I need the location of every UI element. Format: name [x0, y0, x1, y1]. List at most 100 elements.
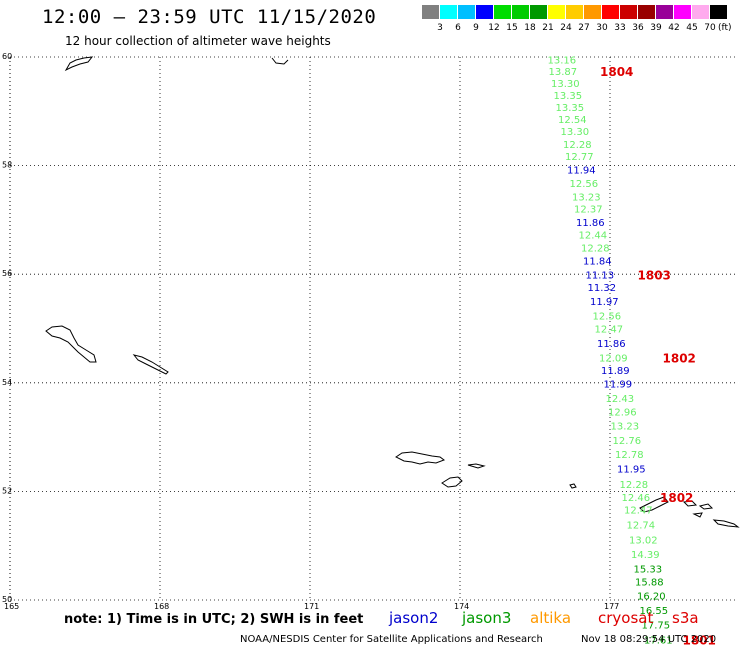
wave-height-label: 14.39	[631, 550, 660, 561]
scale-swatch	[710, 5, 727, 19]
scale-unit: (ft)	[718, 23, 732, 33]
scale-label: 12	[488, 23, 500, 33]
scale-label: 21	[542, 23, 554, 33]
coastlines	[45, 56, 740, 528]
coastline-north	[271, 57, 289, 65]
lat-tick-label: 54	[2, 378, 12, 387]
scale-swatch	[692, 5, 709, 19]
scale-label: 36	[632, 23, 644, 33]
wave-height-label: 17.61	[644, 636, 673, 647]
scale-swatch	[476, 5, 493, 19]
wave-height-label: 12.74	[627, 521, 656, 532]
wave-height-label: 12.54	[558, 115, 587, 126]
wave-height-label: 11.99	[604, 379, 633, 390]
track-id-label: 1802	[663, 351, 696, 365]
lat-tick-label: 58	[2, 161, 12, 170]
wave-height-label: 12.77	[565, 152, 594, 163]
wave-height-label: 13.30	[551, 79, 580, 90]
track-ids-layer: 1804 1803 1802 1802 1801	[600, 65, 716, 648]
wave-height-label: 12.56	[593, 311, 622, 322]
track-id-label: 1803	[638, 269, 671, 283]
scale-label: 15	[506, 23, 518, 33]
scale-swatch	[548, 5, 565, 19]
legend-cryosat: cryosat	[598, 609, 654, 627]
lon-tick-label: 174	[454, 602, 469, 611]
scale-label: 24	[560, 23, 572, 33]
scale-swatch	[602, 5, 619, 19]
scale-label: 70	[704, 23, 716, 33]
lat-tick-label: 52	[2, 486, 12, 495]
lon-tick-label: 168	[154, 602, 169, 611]
timestamp-text: Nov 18 08:29:54 UTC 2020	[581, 634, 717, 645]
wave-height-label: 15.88	[635, 578, 664, 589]
scale-label: 6	[455, 23, 461, 33]
lon-tick-label: 171	[304, 602, 319, 611]
agattu-island	[441, 476, 463, 488]
rat-island-6	[712, 519, 740, 528]
wave-height-label: 11.86	[576, 218, 605, 229]
rat-island-2	[639, 496, 669, 513]
wave-height-label: 13.87	[549, 67, 578, 78]
wave-height-label: 11.86	[597, 339, 626, 350]
scale-label: 45	[686, 23, 698, 33]
legend-jason3: jason3	[462, 609, 512, 627]
rat-island-4	[698, 503, 714, 510]
wave-height-label: 13.02	[629, 536, 658, 547]
wave-height-label: 13.35	[554, 91, 583, 102]
scale-label: 39	[650, 23, 662, 33]
scale-swatch	[512, 5, 529, 19]
scale-label: 42	[668, 23, 680, 33]
wave-height-label: 12.56	[570, 179, 599, 190]
wave-height-label: 12.96	[608, 408, 637, 419]
scale-swatch	[584, 5, 601, 19]
wave-height-label: 15.33	[634, 565, 663, 576]
wave-height-label: 12.09	[599, 353, 628, 364]
legend-s3a: s3a	[672, 609, 699, 627]
legend-jason2: jason2	[389, 609, 439, 627]
wave-height-label: 12.47	[595, 325, 624, 336]
lat-tick-label: 60	[2, 52, 12, 61]
wave-height-label: 13.30	[561, 127, 590, 138]
lat-tick-label: 56	[2, 269, 12, 278]
wave-height-label: 17.75	[642, 620, 671, 631]
wave-height-label: 11.84	[583, 257, 612, 268]
wave-height-label: 11.32	[588, 283, 617, 294]
scale-label: 27	[578, 23, 590, 33]
wave-height-label: 12.28	[563, 140, 592, 151]
wave-height-label: 11.89	[601, 366, 630, 377]
scale-swatch	[458, 5, 475, 19]
wave-height-label: 12.46	[622, 493, 651, 504]
semichi-islands	[467, 463, 486, 469]
wave-height-label: 16.55	[640, 606, 669, 617]
scale-label: 9	[473, 23, 479, 33]
medny-island	[132, 354, 169, 375]
lon-tick-label: 165	[4, 602, 19, 611]
wave-height-label: 12.43	[606, 394, 635, 405]
scale-swatch	[620, 5, 637, 19]
scale-swatch	[656, 5, 673, 19]
attu-island	[395, 451, 446, 465]
observations-layer: 13.1613.8713.3013.3513.3512.5413.3012.28…	[548, 56, 673, 647]
track-id-label: 1801	[683, 634, 716, 648]
wave-height-label: 12.37	[574, 204, 603, 215]
scale-label: 18	[524, 23, 536, 33]
scale-swatch	[674, 5, 691, 19]
wave-height-label: 12.76	[613, 436, 642, 447]
wave-height-label: 12.78	[615, 450, 644, 461]
footer-note: note: 1) Time is in UTC; 2) SWH is in fe…	[64, 612, 364, 627]
scale-swatch	[638, 5, 655, 19]
scale-swatch	[422, 5, 439, 19]
scale-swatch	[494, 5, 511, 19]
coastline-northwest	[64, 56, 94, 72]
rat-island-3	[682, 500, 698, 507]
wave-height-label: 12.28	[620, 480, 649, 491]
wave-height-label: 11.13	[586, 271, 615, 282]
rat-island-5	[692, 512, 703, 518]
lat-tick-label: 50	[2, 595, 12, 604]
credit-text: NOAA/NESDIS Center for Satellite Applica…	[240, 634, 543, 645]
lon-tick-label: 177	[604, 602, 619, 611]
scale-swatch	[530, 5, 547, 19]
track-id-label: 1802	[660, 491, 693, 505]
